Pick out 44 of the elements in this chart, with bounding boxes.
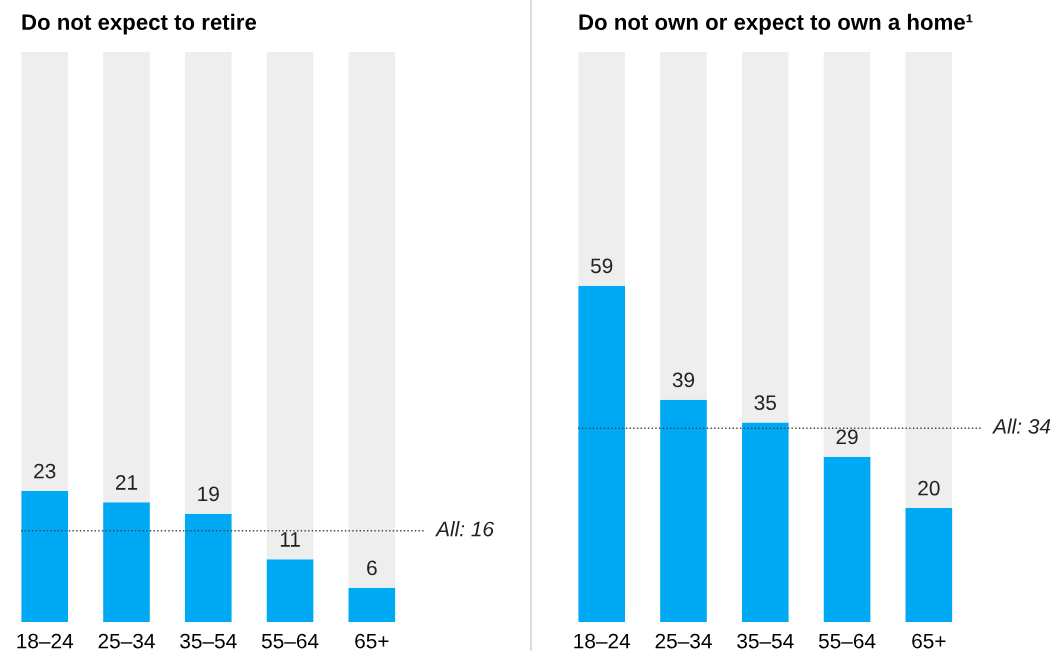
bar [823,52,871,457]
ref-line-label: All: 34 [992,418,1051,434]
bar [741,52,789,423]
data-label: 59 [590,258,613,274]
x-tick-label: 65+ [355,633,389,649]
bar [905,508,953,622]
bar [266,52,314,560]
bar [103,502,150,622]
bar [348,587,396,622]
data-label: 20 [918,480,940,496]
ref-line-label: All: 16 [435,521,495,537]
data-label: 39 [672,372,695,388]
bar [578,52,626,286]
data-label: 29 [836,429,858,445]
data-label: 21 [115,475,138,490]
bar [184,513,232,622]
bar [348,52,396,588]
x-tick-label: 35–54 [180,633,237,649]
x-tick-label: 35–54 [737,633,794,649]
bar [578,285,626,622]
bar [21,490,69,622]
x-tick-label: 18–24 [574,633,631,649]
bar [266,559,314,622]
bar [905,52,953,508]
bar [660,52,707,400]
data-label: 35 [754,395,776,411]
data-label: 19 [198,486,219,502]
x-tick-label: 55–64 [818,633,876,649]
bar [21,52,69,491]
data-label: 11 [280,532,300,547]
bar [823,456,871,622]
x-tick-label: 25–34 [98,633,155,649]
chart-title: Do not own or expect to own a home¹ [579,13,973,35]
x-tick-label: 18–24 [17,633,74,649]
bar [184,52,232,514]
bar [741,422,789,622]
bar [103,52,150,503]
x-tick-label: 55–64 [261,633,319,649]
x-tick-label: 25–34 [655,633,712,649]
chart-title: Do not expect to retire [22,13,257,35]
bar [660,399,707,622]
data-label: 23 [34,463,56,479]
data-label: 6 [367,560,377,576]
x-tick-label: 65+ [912,633,946,649]
